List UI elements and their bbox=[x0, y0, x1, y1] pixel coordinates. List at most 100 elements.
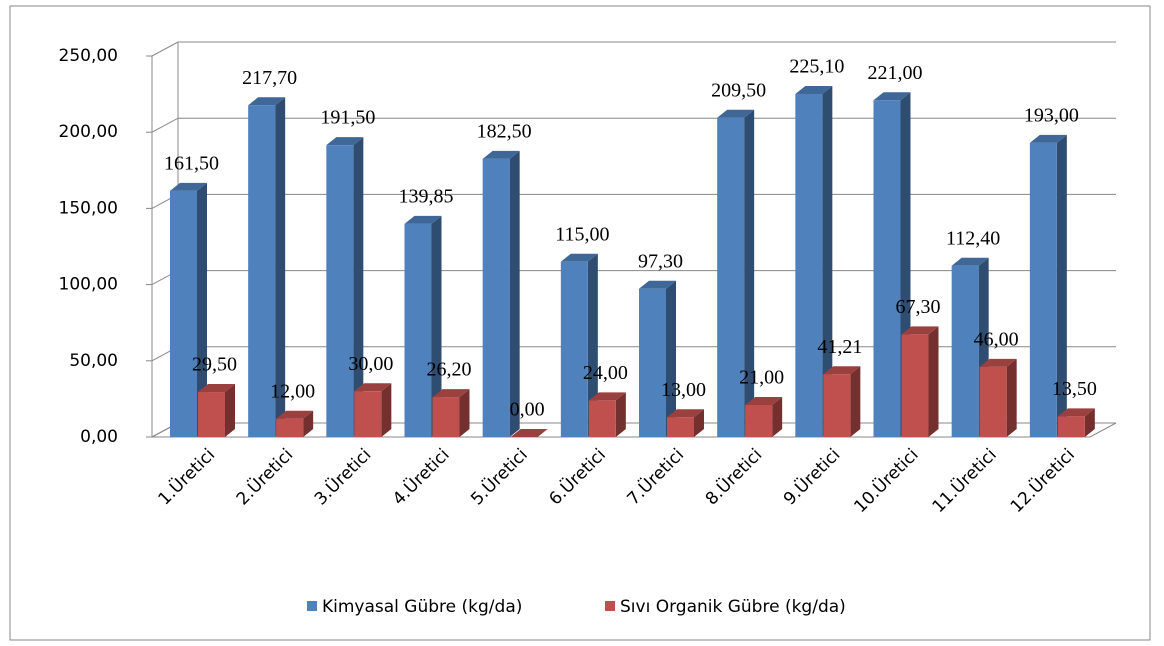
bar bbox=[795, 85, 833, 437]
y-tick-label: 250,00 bbox=[59, 46, 118, 66]
bar-side bbox=[459, 389, 470, 437]
bar-side bbox=[197, 182, 207, 437]
y-tick-label: 0,00 bbox=[80, 427, 118, 447]
data-label: 115,00 bbox=[555, 223, 609, 245]
bar-top bbox=[639, 280, 676, 289]
bar-top bbox=[326, 137, 364, 146]
bar-top bbox=[588, 392, 626, 401]
bar-front bbox=[901, 334, 929, 437]
data-label: 193,00 bbox=[1024, 104, 1079, 126]
bar-top bbox=[979, 358, 1017, 367]
bar-top bbox=[873, 92, 911, 101]
bar bbox=[248, 97, 286, 438]
legend-swatch bbox=[307, 601, 317, 611]
data-label: 13,00 bbox=[661, 379, 706, 401]
bar-top bbox=[276, 410, 314, 419]
data-label: 191,50 bbox=[320, 107, 375, 129]
bar-side bbox=[275, 97, 286, 438]
bar bbox=[823, 366, 861, 437]
bar-top bbox=[354, 383, 392, 392]
data-label: 217,70 bbox=[242, 67, 297, 89]
bar-side bbox=[850, 366, 861, 437]
bar-front bbox=[248, 105, 276, 438]
bar-side bbox=[1084, 408, 1095, 437]
data-label: 29,50 bbox=[192, 354, 237, 376]
bar-front bbox=[198, 392, 225, 437]
bar bbox=[510, 429, 548, 437]
bar-side bbox=[431, 215, 442, 437]
bar-front bbox=[432, 397, 460, 437]
bar bbox=[588, 392, 626, 437]
bar bbox=[560, 253, 598, 437]
bar-side bbox=[666, 280, 676, 437]
data-label: 97,30 bbox=[638, 250, 683, 272]
data-label: 67,30 bbox=[896, 296, 941, 318]
data-label: 12,00 bbox=[270, 380, 315, 402]
bar-side bbox=[694, 409, 704, 437]
bar-side bbox=[353, 137, 364, 438]
bar-side bbox=[822, 85, 833, 437]
bar bbox=[1029, 134, 1067, 438]
bar-top bbox=[560, 253, 598, 262]
bar bbox=[639, 280, 676, 437]
bar-front bbox=[667, 417, 694, 437]
bar bbox=[276, 410, 314, 437]
data-label: 0,00 bbox=[510, 399, 545, 421]
bar-side bbox=[509, 150, 520, 437]
legend-label: Sıvı Organik Gübre (kg/da) bbox=[620, 597, 846, 617]
data-label: 161,50 bbox=[164, 152, 219, 174]
bar-top bbox=[198, 384, 235, 393]
bar-side bbox=[225, 384, 235, 437]
bar bbox=[482, 150, 520, 437]
bar-top bbox=[1029, 134, 1067, 143]
bar bbox=[979, 358, 1017, 437]
data-label: 46,00 bbox=[974, 328, 1019, 350]
y-tick-label: 150,00 bbox=[59, 198, 118, 218]
bar bbox=[1057, 408, 1095, 437]
data-label: 209,50 bbox=[711, 79, 766, 101]
bar-top bbox=[404, 215, 442, 224]
bar bbox=[717, 109, 755, 438]
bar-front bbox=[951, 265, 979, 437]
bar-top bbox=[432, 389, 470, 398]
bar-front bbox=[873, 100, 901, 438]
data-label: 182,50 bbox=[477, 120, 532, 142]
data-label: 225,10 bbox=[789, 56, 844, 78]
bar-top bbox=[795, 85, 833, 94]
bar-top bbox=[745, 396, 783, 405]
bar-front bbox=[979, 366, 1007, 437]
bar-side bbox=[1006, 358, 1017, 437]
bar-top bbox=[901, 326, 939, 335]
bar-side bbox=[1056, 134, 1067, 438]
bar-front bbox=[823, 374, 851, 437]
bar-front bbox=[795, 93, 823, 437]
bar-side bbox=[744, 109, 755, 438]
data-label: 41,21 bbox=[817, 336, 862, 358]
bar-top bbox=[482, 150, 520, 159]
grid-line bbox=[151, 41, 1116, 57]
legend-swatch bbox=[605, 601, 615, 611]
bar bbox=[404, 215, 442, 437]
bar-front bbox=[482, 158, 510, 437]
bar-top bbox=[717, 109, 755, 118]
bar-front bbox=[717, 117, 745, 438]
y-tick-label: 200,00 bbox=[59, 122, 118, 142]
bar-top bbox=[951, 257, 989, 266]
bar bbox=[432, 389, 470, 437]
data-label: 139,85 bbox=[399, 185, 454, 207]
data-label: 21,00 bbox=[739, 367, 784, 389]
bar bbox=[198, 384, 235, 437]
bar-top bbox=[823, 366, 861, 375]
bar-front bbox=[1057, 416, 1085, 437]
bar-top bbox=[170, 182, 207, 191]
data-label: 112,40 bbox=[946, 227, 1000, 249]
bar-top bbox=[1057, 408, 1095, 417]
bar-side bbox=[587, 253, 598, 437]
bar-front bbox=[326, 145, 354, 438]
y-tick-label: 50,00 bbox=[69, 351, 118, 371]
bar-front bbox=[170, 190, 197, 437]
bar-side bbox=[772, 396, 783, 437]
data-label: 30,00 bbox=[348, 353, 393, 375]
bar-top bbox=[510, 429, 548, 437]
